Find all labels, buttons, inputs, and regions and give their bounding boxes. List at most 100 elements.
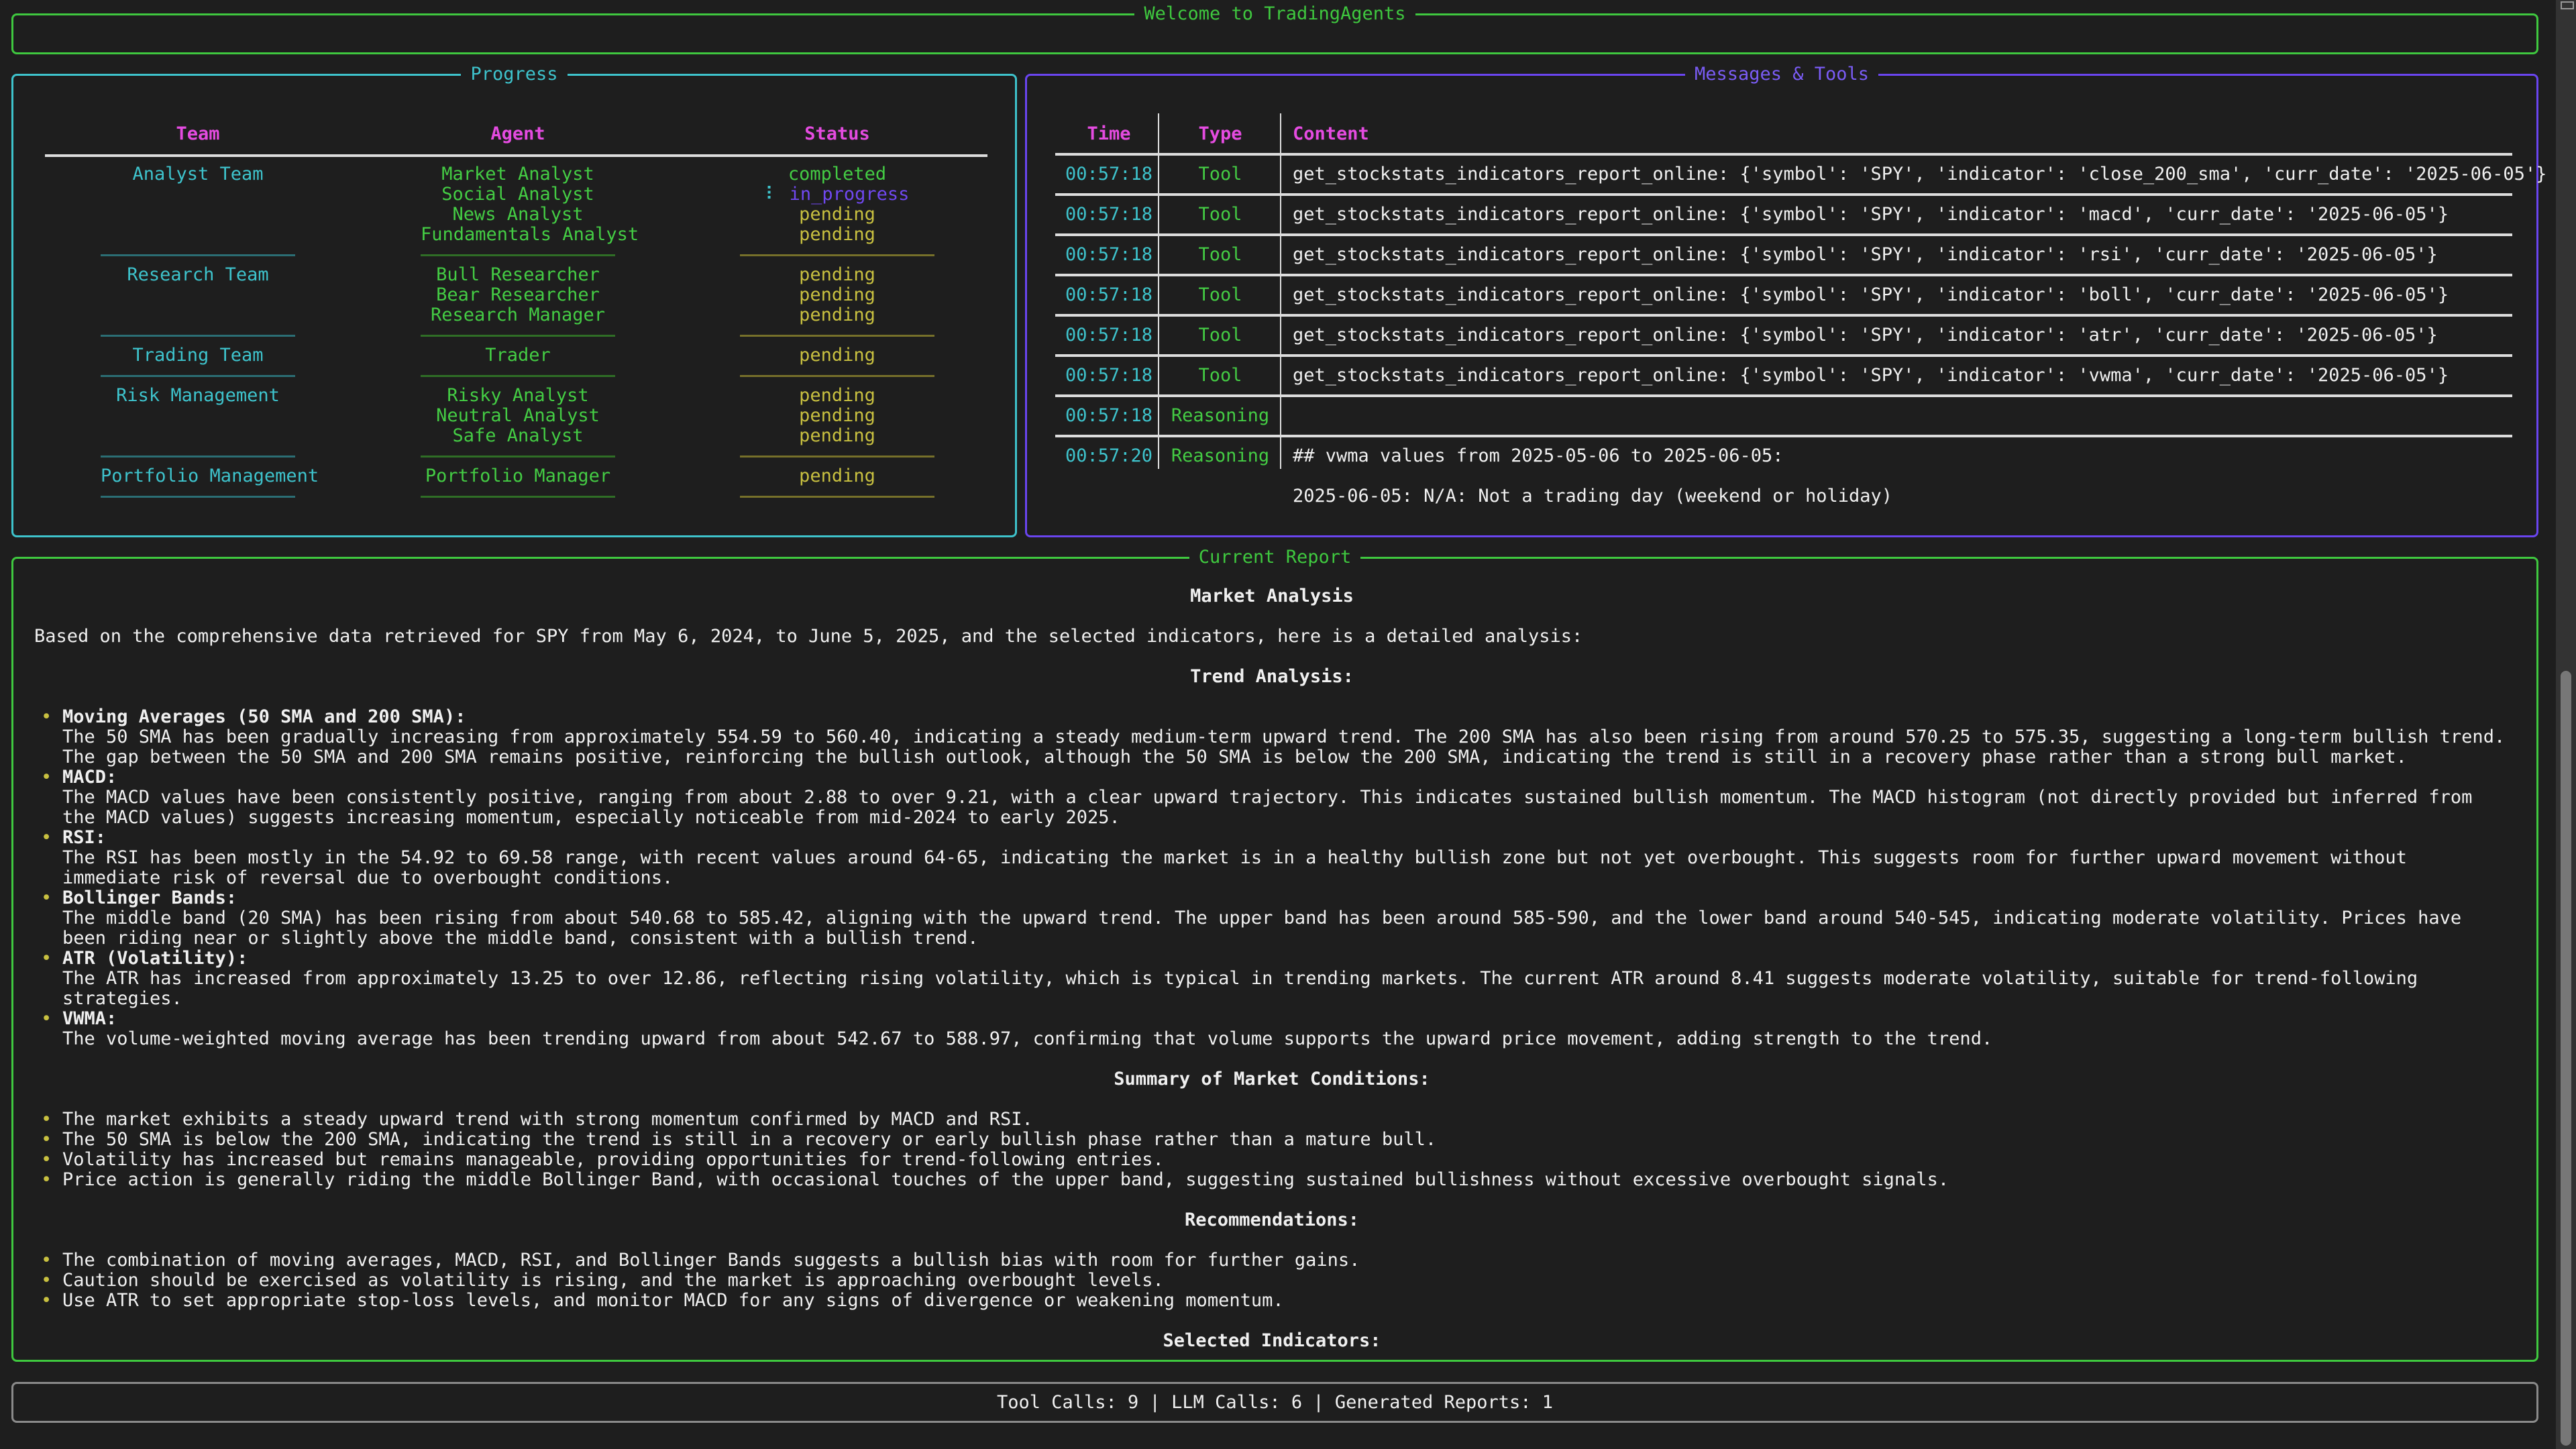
- row-divider: [1055, 233, 2512, 236]
- row-divider: [1055, 193, 2512, 196]
- indicator-description: The MACD values have been consistently p…: [62, 787, 2473, 828]
- group-divider: [101, 245, 295, 265]
- report-heading: Selected Indicators:: [1163, 1330, 1381, 1351]
- message-type: Tool: [1198, 164, 1242, 184]
- team-header: Team: [176, 123, 220, 144]
- scroll-up-button[interactable]: [2561, 1, 2574, 9]
- status-pending: pending: [799, 284, 875, 305]
- footer-stats-bar: Tool Calls: 9 | LLM Calls: 6 | Generated…: [11, 1382, 2538, 1423]
- row-divider: [1055, 354, 2512, 357]
- group-divider: [101, 446, 295, 466]
- blank-line: [34, 1089, 2510, 1110]
- status-cell: pending: [740, 225, 934, 245]
- report-bullet: Use ATR to set appropriate stop-loss lev…: [34, 1291, 2510, 1311]
- status-cell: pending: [740, 345, 934, 366]
- message-content: 2025-06-05: N/A: Not a trading day (week…: [1293, 486, 1893, 506]
- report-indicator-item: RSI:: [34, 827, 2510, 849]
- status-cell: pending: [740, 205, 934, 225]
- group-divider: [740, 366, 934, 386]
- status-pending: pending: [799, 224, 875, 245]
- agent-name: Bull Researcher: [436, 264, 600, 285]
- status-cell: completed: [740, 164, 934, 184]
- indicator-description: The RSI has been mostly in the 54.92 to …: [62, 847, 2407, 888]
- message-content: get_stockstats_indicators_report_online:…: [1293, 365, 2449, 386]
- agent-name: Safe Analyst: [452, 425, 584, 446]
- header-spacer: [740, 144, 934, 164]
- agent-name: Market Analyst: [441, 164, 594, 184]
- group-divider: [421, 366, 615, 386]
- status-pending: pending: [799, 385, 875, 406]
- agent-name: Fundamentals Analyst: [421, 224, 639, 245]
- status-cell: pending: [740, 426, 934, 446]
- group-divider: [421, 486, 615, 506]
- spinner-icon: ⠇: [765, 184, 779, 205]
- message-time: 00:57:18: [1065, 405, 1153, 426]
- team-column: Team Analyst Team Research Team Trading Tea…: [101, 123, 319, 506]
- message-type: Tool: [1198, 284, 1242, 305]
- header-divider: [45, 154, 987, 157]
- indicator-label: Moving Averages (50 SMA and 200 SMA):: [62, 706, 466, 727]
- status-cell: pending: [740, 285, 934, 305]
- message-content: get_stockstats_indicators_report_online:…: [1293, 164, 2547, 184]
- report-heading: Recommendations:: [1184, 1210, 1360, 1230]
- row-divider: [1055, 153, 2512, 156]
- agent-name: Social Analyst: [441, 184, 594, 205]
- empty-cell: [101, 205, 295, 225]
- row-divider: [1055, 394, 2512, 397]
- team-name: Trading Team: [132, 345, 264, 366]
- group-divider: [740, 446, 934, 466]
- column-divider: [1280, 113, 1281, 469]
- empty-cell: [101, 285, 295, 305]
- message-content: get_stockstats_indicators_report_online:…: [1293, 244, 2438, 265]
- status-pending: pending: [799, 204, 875, 225]
- welcome-title: Welcome to TradingAgents: [1134, 3, 1415, 24]
- message-time: 00:57:18: [1065, 284, 1153, 305]
- report-paragraph: Based on the comprehensive data retrieve…: [34, 626, 1583, 647]
- row-divider: [1055, 435, 2512, 437]
- indicator-label: RSI:: [62, 827, 107, 848]
- report-bullet: The combination of moving averages, MACD…: [34, 1250, 2510, 1271]
- status-column: Status completed ⠇ in_progress pending pendi…: [740, 124, 934, 506]
- agent-name: Portfolio Manager: [425, 466, 611, 486]
- status-cell: pending: [740, 265, 934, 285]
- status-pending: pending: [799, 405, 875, 426]
- report-heading: Summary of Market Conditions:: [1114, 1069, 1430, 1089]
- message-time: 00:57:18: [1065, 204, 1153, 225]
- welcome-panel: Welcome to TradingAgents: [11, 3, 2538, 54]
- status-header: Status: [804, 123, 870, 144]
- report-body: Market Analysis Based on the comprehensiv…: [34, 586, 2510, 1351]
- report-bullet: Caution should be exercised as volatilit…: [34, 1271, 2510, 1291]
- header-spacer: [101, 144, 295, 164]
- scrollbar[interactable]: [2556, 0, 2576, 1449]
- group-divider: [421, 446, 615, 466]
- indicator-description: The ATR has increased from approximately…: [62, 968, 2418, 1009]
- group-divider: [421, 245, 615, 265]
- progress-title: Progress: [461, 64, 568, 85]
- messages-panel: Messages & Tools Time Type Content 00:57:18…: [1025, 64, 2546, 537]
- status-cell: pending: [740, 466, 934, 486]
- group-divider: [101, 486, 295, 506]
- indicator-label: MACD:: [62, 767, 117, 788]
- message-time: 00:57:18: [1065, 325, 1153, 345]
- time-header: Time: [1087, 123, 1131, 144]
- report-heading: Market Analysis: [1190, 586, 1354, 606]
- scrollbar-thumb[interactable]: [2561, 671, 2571, 1446]
- team-name: Analyst Team: [132, 164, 264, 184]
- messages-title: Messages & Tools: [1684, 64, 1879, 85]
- status-cell: pending: [740, 386, 934, 406]
- blank-line: [34, 606, 2510, 627]
- empty-cell: [101, 184, 295, 205]
- status-pending: pending: [799, 466, 875, 486]
- status-cell: ⠇ in_progress: [740, 184, 934, 205]
- group-divider: [740, 245, 934, 265]
- report-indicator-item: MACD:: [34, 767, 2510, 788]
- group-divider: [101, 366, 295, 386]
- group-divider: [740, 486, 934, 506]
- agent-name: Bear Researcher: [436, 284, 600, 305]
- blank-line: [34, 647, 2510, 667]
- row-divider: [1055, 314, 2512, 317]
- agent-column: Agent Market Analyst Social Analyst News An…: [421, 124, 639, 506]
- message-time: 00:57:18: [1065, 365, 1153, 386]
- message-content: get_stockstats_indicators_report_online:…: [1293, 284, 2449, 305]
- status-cell: pending: [740, 305, 934, 325]
